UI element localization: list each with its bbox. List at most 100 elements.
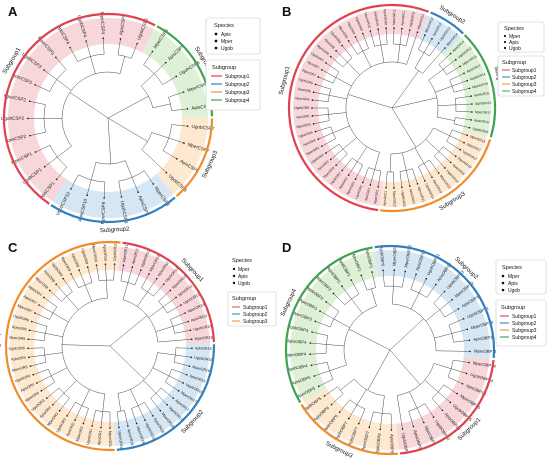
subgroup-sector [289,251,379,402]
tree-branch [449,135,465,143]
leaf-tip-dot-icon [104,263,107,265]
tree-branch [158,301,168,314]
tree-branch [341,45,353,59]
tree-branch [315,126,331,132]
tree-branch [168,375,184,384]
tree-branch [451,329,468,334]
tree-branch [85,40,91,57]
tree-branch [315,84,331,90]
leaf-label: MperOBP12 [403,244,412,268]
subgroup-sector [52,174,174,219]
tree-branch [424,380,439,393]
leaf-label: UgobCSP9 [120,200,129,224]
tree-branch [84,284,93,302]
leaf-tip-dot-icon [409,185,411,187]
subgroup-sector [142,29,208,118]
tree-branch [43,297,57,308]
leaf-label: UgobOR14 [193,324,212,331]
tree-branch [453,359,470,363]
tree-branch [355,36,364,52]
leaf-label: UgobOBP14 [470,372,495,384]
tree-branch [41,381,55,392]
leaf-label: UgobGR5 [294,106,309,110]
tree-branch [63,380,77,394]
leaf-tip-dot-icon [341,285,343,287]
leaf-tip-dot-icon [459,65,462,68]
tree-branch [69,92,99,112]
tree-branch [117,38,121,55]
leaf-tip-dot-icon [151,50,154,53]
tree-branch [141,149,155,162]
leaf-tip-dot-icon [385,186,387,189]
tree-branch [154,62,166,74]
leaf-tip-dot-icon [166,403,168,406]
tree-branch [163,297,177,308]
tree-branch [66,296,79,310]
tree-branch [348,161,358,176]
tree-branch [348,404,358,419]
species-dot-icon [232,267,236,271]
tree-branch [418,278,427,294]
tree-branch [56,79,72,91]
tree-branch [150,387,162,399]
tree-branch [392,286,394,305]
leaf-tip-dot-icon [74,419,76,421]
leaf-tip-dot-icon [135,422,138,425]
leaf-tip-dot-icon [190,338,193,341]
leaf-label: ApisGR9 [346,21,356,35]
tree-branch [371,271,376,288]
tree-branch [310,353,327,355]
leaf-label: MperOR11 [122,244,129,262]
tree-branch [35,84,50,92]
leaf-tip-dot-icon [113,263,116,265]
leaf-label: ApisCSP5 [118,13,126,35]
species-dot-icon [232,274,236,278]
tree-branch [337,386,344,394]
leaf-label: ApisGR15 [474,91,490,97]
tree-branch [446,66,461,75]
leaf-tip-dot-icon [320,145,323,148]
leaf-tip-dot-icon [469,350,471,353]
leaf-tip-dot-icon [103,197,105,199]
tree-branch [446,141,461,150]
tree-branch [393,43,407,46]
leaf-tip-dot-icon [55,56,57,59]
leaf-tip-dot-icon [437,42,440,44]
tree-branch [370,169,375,186]
tree-branch [332,125,350,134]
tree-branch [51,367,68,377]
subgroup-legend-title: Subgroup [501,305,525,311]
species-legend-item: Mper [509,34,521,40]
tree-branch [380,413,383,430]
tree-branch [109,345,131,366]
species-legend-item: Ugob [238,281,250,287]
tree-branch [168,97,172,111]
tree-branch [423,38,433,53]
leaf-tip-dot-icon [172,397,175,399]
leaf-tip-dot-icon [189,329,192,332]
subgroup-legend-item: Subgroup1 [512,68,537,74]
tree-branch [377,29,382,46]
leaf-tip-dot-icon [401,428,404,430]
tree-branch [362,33,369,49]
legend-c: Species Mper Apis Ugob Subgroup Subgroup… [227,258,277,327]
leaf-label: ApisOBP1 [365,249,374,270]
tree-branch [402,364,421,385]
tree-branch [55,57,67,70]
tree-branch [325,143,340,154]
leaf-tip-dot-icon [437,172,440,174]
tree-branch [437,116,455,121]
tree-branch [168,137,185,144]
leaf-tip-dot-icon [357,422,360,425]
leaf-label: ApisGR12 [432,22,443,37]
subgroup-sector [292,8,429,207]
tree-branch [410,274,417,290]
leaf-tip-dot-icon [347,39,350,42]
tree-branch [331,393,344,405]
tree-branch [455,117,472,121]
tree-branch [329,95,347,100]
tree-branch [314,370,330,377]
leaf-tip-dot-icon [323,395,326,397]
tree-branch [335,50,348,63]
subgroup-legend-box [227,291,277,327]
